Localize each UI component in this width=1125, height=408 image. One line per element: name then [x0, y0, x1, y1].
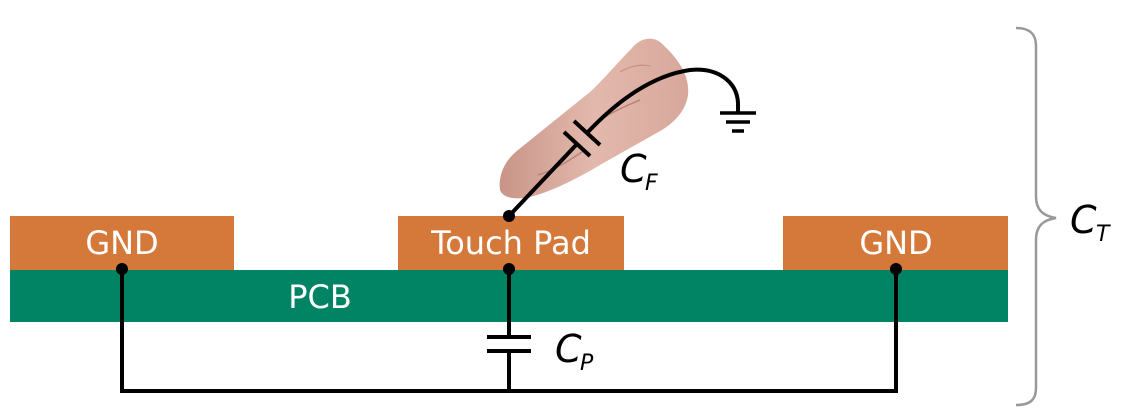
label-c-t: C T: [1070, 198, 1111, 247]
curly-brace-icon: [1015, 26, 1057, 407]
finger-wire-lower: [507, 142, 579, 218]
svg-text:F: F: [645, 171, 658, 196]
gnd-pad-left: [10, 216, 234, 270]
svg-text:P: P: [580, 351, 594, 376]
svg-text:C: C: [620, 147, 647, 191]
svg-text:C: C: [555, 327, 582, 371]
pcb-label: PCB: [288, 278, 352, 316]
touch-pad: [398, 216, 624, 270]
gnd-pad-right: [783, 216, 1008, 270]
touch-pad-label: Touch Pad: [430, 224, 591, 262]
ground-symbol-icon: [720, 111, 756, 133]
gnd-pad-left-label: GND: [85, 224, 158, 262]
svg-text:T: T: [1096, 222, 1111, 247]
finger-icon: [499, 38, 689, 199]
finger-wire-upper: [585, 67, 740, 135]
junction-dot-gnd-right: [890, 263, 902, 275]
junction-dot-touch-pad: [503, 263, 515, 275]
label-c-p: C P: [555, 327, 594, 376]
label-c-f: C F: [620, 147, 658, 196]
junction-dot-gnd-left: [116, 263, 128, 275]
gnd-pad-right-label: GND: [859, 224, 932, 262]
finger-cap-plate-lower: [562, 130, 592, 158]
svg-text:C: C: [1070, 198, 1097, 242]
junction-dot-finger: [503, 210, 515, 222]
